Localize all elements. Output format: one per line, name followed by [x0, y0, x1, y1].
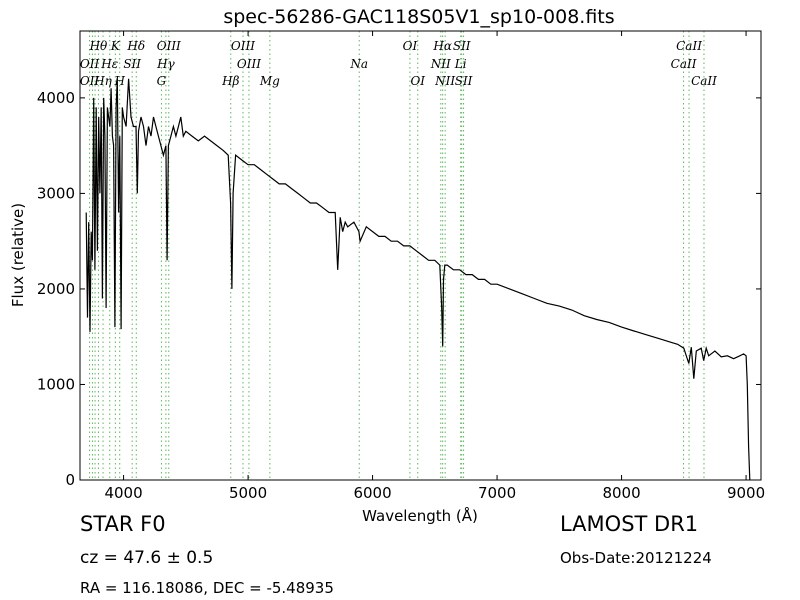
line-label: Hδ — [126, 39, 145, 53]
line-label: OI — [410, 74, 425, 88]
x-tick-label: 9000 — [727, 484, 765, 502]
line-label: OIII — [157, 39, 181, 53]
line-label: OIII — [231, 39, 255, 53]
axis-ticks: 4000 5000 6000 7000 8000 9000 0 1000 2000 3000 400… — [37, 31, 765, 502]
line-label: OII — [80, 74, 100, 88]
coordinates-readout: RA = 116.18086, DEC = -5.48935 — [80, 579, 334, 597]
line-label: Na — [349, 57, 368, 71]
x-tick-label: 8000 — [602, 484, 640, 502]
x-tick-label: 7000 — [478, 484, 516, 502]
chart-title: spec-56286-GAC118S05V1_sp10-008.fits — [223, 6, 614, 28]
y-tick-label: 3000 — [37, 184, 75, 202]
x-tick-label: 4000 — [104, 484, 142, 502]
line-label: NII — [434, 74, 455, 88]
redshift-readout: cz = 47.6 ± 0.5 — [80, 548, 214, 568]
line-label: Hα — [432, 39, 452, 53]
object-class: STAR F0 — [80, 512, 166, 536]
line-label: OII — [80, 57, 100, 71]
y-tick-label: 4000 — [37, 89, 75, 107]
line-label: Hε — [100, 57, 118, 71]
line-label: NII — [430, 57, 451, 71]
line-label: SII — [453, 39, 471, 53]
line-label: H — [113, 74, 125, 88]
line-label: Hη — [93, 74, 112, 88]
line-label: Hγ — [156, 57, 175, 71]
line-label: K — [110, 39, 121, 53]
line-label: CaII — [676, 39, 702, 53]
line-label: SII — [123, 57, 141, 71]
line-label: Hθ — [89, 39, 108, 53]
survey-name: LAMOST DR1 — [560, 512, 699, 536]
line-label: CaII — [691, 74, 717, 88]
line-label: CaII — [671, 57, 697, 71]
y-tick-label: 1000 — [37, 375, 75, 393]
y-axis-label: Flux (relative) — [9, 203, 27, 307]
line-label: Hβ — [221, 74, 239, 88]
y-tick-label: 2000 — [37, 280, 75, 298]
observation-date: Obs-Date:20121224 — [560, 549, 712, 567]
spectrum-line — [85, 78, 751, 481]
line-label: SII — [455, 74, 473, 88]
x-tick-label: 5000 — [229, 484, 267, 502]
line-label: Mg — [259, 74, 280, 88]
line-label: G — [157, 74, 167, 88]
x-tick-label: 6000 — [353, 484, 391, 502]
line-label: OIII — [237, 57, 261, 71]
y-tick-label: 0 — [65, 471, 75, 489]
line-label: Li — [454, 57, 467, 71]
x-axis-label: Wavelength (Å) — [362, 506, 478, 525]
line-label: OI — [403, 39, 418, 53]
line-markers — [89, 31, 705, 480]
plot-frame — [79, 30, 762, 481]
